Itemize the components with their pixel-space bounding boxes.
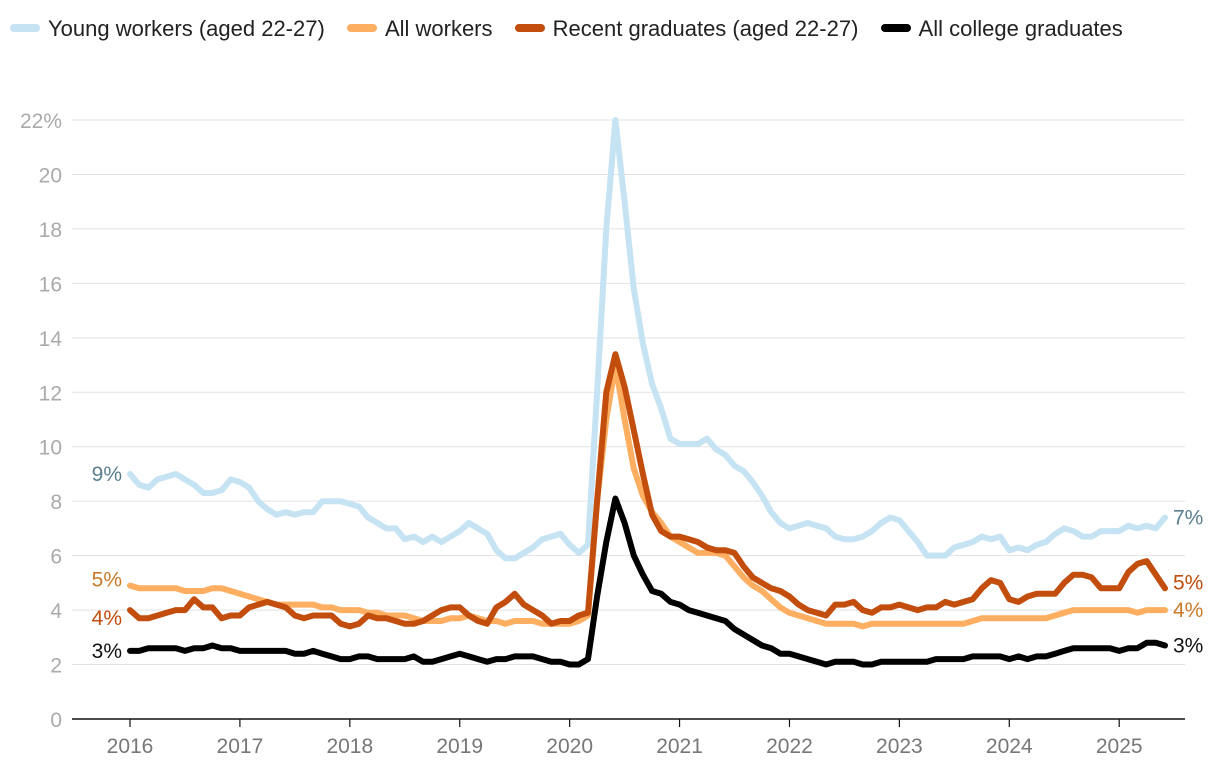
legend-item-college-graduates: All college graduates — [880, 16, 1123, 41]
x-tick-label: 2016 — [107, 735, 154, 758]
y-tick-label: 20 — [39, 164, 62, 187]
start-label-all-workers: 5% — [92, 569, 122, 592]
series-line-young-workers — [127, 117, 1168, 562]
x-tick-label: 2024 — [986, 735, 1033, 758]
start-label-recent-graduates: 4% — [92, 607, 122, 630]
y-tick-label: 12 — [39, 382, 62, 405]
end-label-college-graduates: 3% — [1173, 634, 1203, 657]
x-tick-label: 2019 — [436, 735, 483, 758]
y-tick-label: 14 — [39, 328, 63, 351]
x-tick-label: 2021 — [656, 735, 703, 758]
legend-item-young-workers: Young workers (aged 22-27) — [10, 16, 325, 41]
legend-swatch-all-workers — [346, 24, 377, 33]
x-tick-label: 2022 — [766, 735, 813, 758]
y-tick-label: 10 — [39, 437, 62, 460]
y-tick-label: 8 — [50, 491, 62, 514]
x-tick-label: 2025 — [1096, 735, 1143, 758]
y-tick-label: 18 — [39, 219, 62, 242]
y-tick-label: 6 — [50, 546, 62, 569]
x-axis-tick-labels: 2016 2017 2018 2019 2020 2021 2022 2023 2024 2025 — [107, 719, 1143, 758]
y-tick-label: 16 — [39, 273, 62, 296]
series-end-labels: 9% 7% 5% 4% 4% 5% 3% 3% — [92, 463, 1204, 663]
end-label-young-workers: 7% — [1173, 507, 1203, 530]
legend-item-all-workers: All workers — [346, 16, 493, 41]
start-label-young-workers: 9% — [92, 463, 122, 486]
x-tick-label: 2023 — [876, 735, 923, 758]
x-tick-label: 2017 — [217, 735, 264, 758]
series-line-college-graduates — [127, 495, 1168, 668]
legend-label-college-graduates: All college graduates — [918, 16, 1123, 41]
series-lines — [127, 117, 1168, 668]
end-label-recent-graduates: 5% — [1173, 571, 1203, 594]
x-tick-label: 2020 — [546, 735, 593, 758]
legend-label-recent-graduates: Recent graduates (aged 22-27) — [552, 16, 859, 41]
legend-swatch-young-workers — [10, 24, 40, 33]
legend-label-all-workers: All workers — [384, 16, 493, 41]
legend-item-recent-graduates: Recent graduates (aged 22-27) — [514, 16, 859, 41]
y-tick-label: 2 — [50, 655, 62, 678]
chart-legend: Young workers (aged 22-27) All workers R… — [10, 10, 1190, 48]
y-tick-label: 4 — [50, 600, 62, 623]
legend-swatch-recent-graduates — [514, 24, 545, 33]
start-label-college-graduates: 3% — [92, 640, 122, 663]
y-axis-tick-labels: 0 2 4 6 8 10 12 14 16 18 20 22% — [20, 110, 62, 732]
legend-swatch-college-graduates — [880, 24, 911, 33]
end-label-all-workers: 4% — [1173, 599, 1203, 622]
y-tick-label: 0 — [50, 709, 62, 732]
x-tick-label: 2018 — [326, 735, 373, 758]
legend-label-young-workers: Young workers (aged 22-27) — [48, 16, 325, 41]
y-tick-label: 22% — [20, 110, 62, 133]
series-line-recent-graduates — [127, 351, 1168, 630]
